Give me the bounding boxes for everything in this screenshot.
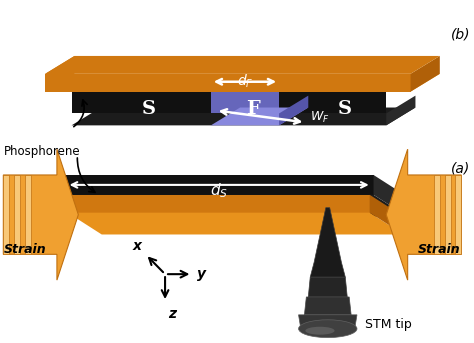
Text: z: z xyxy=(168,307,176,321)
Polygon shape xyxy=(45,74,440,92)
Text: (a): (a) xyxy=(450,161,470,175)
Polygon shape xyxy=(308,277,347,297)
Ellipse shape xyxy=(299,320,357,338)
Polygon shape xyxy=(370,195,404,235)
Text: F: F xyxy=(246,99,260,118)
Polygon shape xyxy=(72,92,386,114)
Polygon shape xyxy=(45,56,440,74)
Polygon shape xyxy=(45,74,410,92)
Polygon shape xyxy=(72,92,386,114)
Polygon shape xyxy=(279,96,308,126)
Text: $d_S$: $d_S$ xyxy=(210,181,228,200)
Polygon shape xyxy=(410,56,440,92)
Polygon shape xyxy=(434,175,440,254)
Text: Strain: Strain xyxy=(418,243,460,256)
Polygon shape xyxy=(386,149,461,280)
Polygon shape xyxy=(386,96,415,126)
Text: S: S xyxy=(142,99,156,118)
Text: $W_F$: $W_F$ xyxy=(310,110,330,125)
Polygon shape xyxy=(310,208,345,277)
Polygon shape xyxy=(72,107,415,126)
Text: $d_F$: $d_F$ xyxy=(237,73,253,90)
Polygon shape xyxy=(3,175,9,254)
Text: (b): (b) xyxy=(450,27,470,41)
Polygon shape xyxy=(445,175,450,254)
Polygon shape xyxy=(456,175,461,254)
Text: Phosphorene: Phosphorene xyxy=(4,145,81,158)
Text: x: x xyxy=(133,239,142,253)
Polygon shape xyxy=(211,92,279,114)
Polygon shape xyxy=(304,297,351,315)
Polygon shape xyxy=(65,175,374,195)
Polygon shape xyxy=(374,175,408,217)
Polygon shape xyxy=(299,315,357,327)
Polygon shape xyxy=(25,175,31,254)
Polygon shape xyxy=(14,175,20,254)
Text: S: S xyxy=(337,99,351,118)
Polygon shape xyxy=(3,149,78,280)
Polygon shape xyxy=(211,107,308,126)
Ellipse shape xyxy=(305,327,335,335)
Text: y: y xyxy=(197,267,206,281)
Polygon shape xyxy=(65,195,408,217)
Text: STM tip: STM tip xyxy=(365,318,411,331)
Polygon shape xyxy=(68,213,404,235)
Text: Strain: Strain xyxy=(4,243,47,256)
Polygon shape xyxy=(68,195,370,213)
Polygon shape xyxy=(45,56,74,92)
